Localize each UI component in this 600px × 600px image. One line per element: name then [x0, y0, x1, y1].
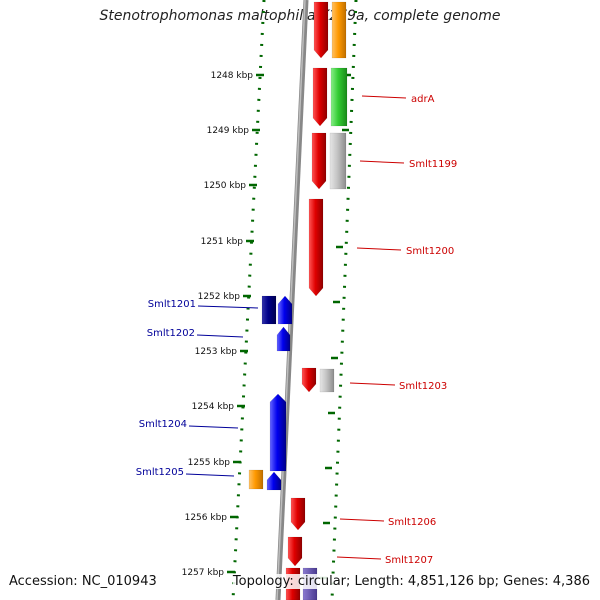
Smlt1205-gene-feature[interactable]	[248, 469, 264, 490]
reverse-gene-feature[interactable]	[313, 1, 329, 59]
gene-label-smlt1206[interactable]: Smlt1206	[388, 517, 436, 528]
gene-leader-line	[336, 556, 382, 560]
Smlt1207-gene-feature[interactable]	[287, 536, 303, 567]
gene-label-smlt1207[interactable]: Smlt1207	[385, 555, 433, 566]
genome-backbone	[275, 0, 309, 600]
Smlt1203-gene-feature[interactable]	[301, 367, 317, 393]
reverse-gene-feature[interactable]	[329, 132, 347, 190]
tick-label: 1251 kbp	[201, 237, 244, 247]
gene-label-adra[interactable]: adrA	[411, 94, 435, 105]
accession-text: Accession: NC_010943	[9, 574, 157, 589]
gene-label-smlt1202[interactable]: Smlt1202	[147, 328, 195, 339]
adrA-gene-feature[interactable]	[312, 67, 328, 127]
outer-dotted-track	[330, 0, 358, 600]
gene-leader-line	[339, 518, 385, 522]
Smlt1201-gene-feature[interactable]	[261, 295, 277, 325]
gene-leader-line	[196, 334, 244, 338]
tick-label: 1248 kbp	[211, 71, 254, 81]
tick-label: 1249 kbp	[207, 126, 250, 136]
tick-label: 1257 kbp	[182, 568, 225, 578]
genome-backbone-highlight	[276, 0, 306, 600]
genome-summary-text: Topology: circular; Length: 4,851,126 bp…	[232, 574, 590, 589]
gene-label-layer: adrA Smlt1199 Smlt1200 Smlt1203 Smlt1206 Smlt…	[136, 94, 458, 566]
gene-label-smlt1205[interactable]: Smlt1205	[136, 467, 184, 478]
gene-label-smlt1203[interactable]: Smlt1203	[399, 381, 447, 392]
tick-label: 1255 kbp	[188, 458, 231, 468]
reverse-gene-feature[interactable]	[330, 67, 348, 127]
gene-leader-line	[185, 473, 235, 477]
gene-label-smlt1201[interactable]: Smlt1201	[148, 299, 196, 310]
gene-label-smlt1199[interactable]: Smlt1199	[409, 159, 457, 170]
gene-label-smlt1200[interactable]: Smlt1200	[406, 246, 454, 257]
gene-leader-line	[197, 305, 259, 309]
gene-leader-line	[359, 160, 405, 164]
Smlt1204-gene-feature[interactable]	[269, 393, 287, 472]
gene-leader-line	[349, 382, 396, 386]
tick-label: 1254 kbp	[192, 402, 235, 412]
Smlt1200-gene-feature[interactable]	[308, 198, 324, 297]
kbp-tick-layer: 1248 kbp 1249 kbp 1250 kbp 1251 kbp 1252 kbp…	[182, 71, 351, 580]
Smlt1199-gene-feature[interactable]	[311, 132, 327, 190]
gene-leader-line	[361, 95, 407, 99]
tick-label: 1252 kbp	[198, 292, 241, 302]
Smlt1206-gene-feature[interactable]	[290, 497, 306, 531]
Smlt1201-gene-feature[interactable]	[277, 295, 293, 325]
tick-label: 1253 kbp	[195, 347, 238, 357]
Smlt1202-gene-feature[interactable]	[276, 326, 291, 352]
Smlt1205-gene-feature[interactable]	[266, 471, 282, 491]
tick-label: 1256 kbp	[185, 513, 228, 523]
tick-label: 1250 kbp	[204, 181, 247, 191]
inner-dotted-track	[231, 0, 266, 600]
gene-leader-line	[188, 425, 239, 429]
gene-leader-line	[356, 247, 402, 251]
gene-label-smlt1204[interactable]: Smlt1204	[139, 419, 187, 430]
gene-feature-layer	[248, 1, 348, 600]
map-title: Stenotrophomonas maltophilia K279a, comp…	[99, 8, 501, 24]
reverse-gene-feature[interactable]	[331, 1, 347, 59]
reverse-gene-feature[interactable]	[319, 368, 335, 393]
